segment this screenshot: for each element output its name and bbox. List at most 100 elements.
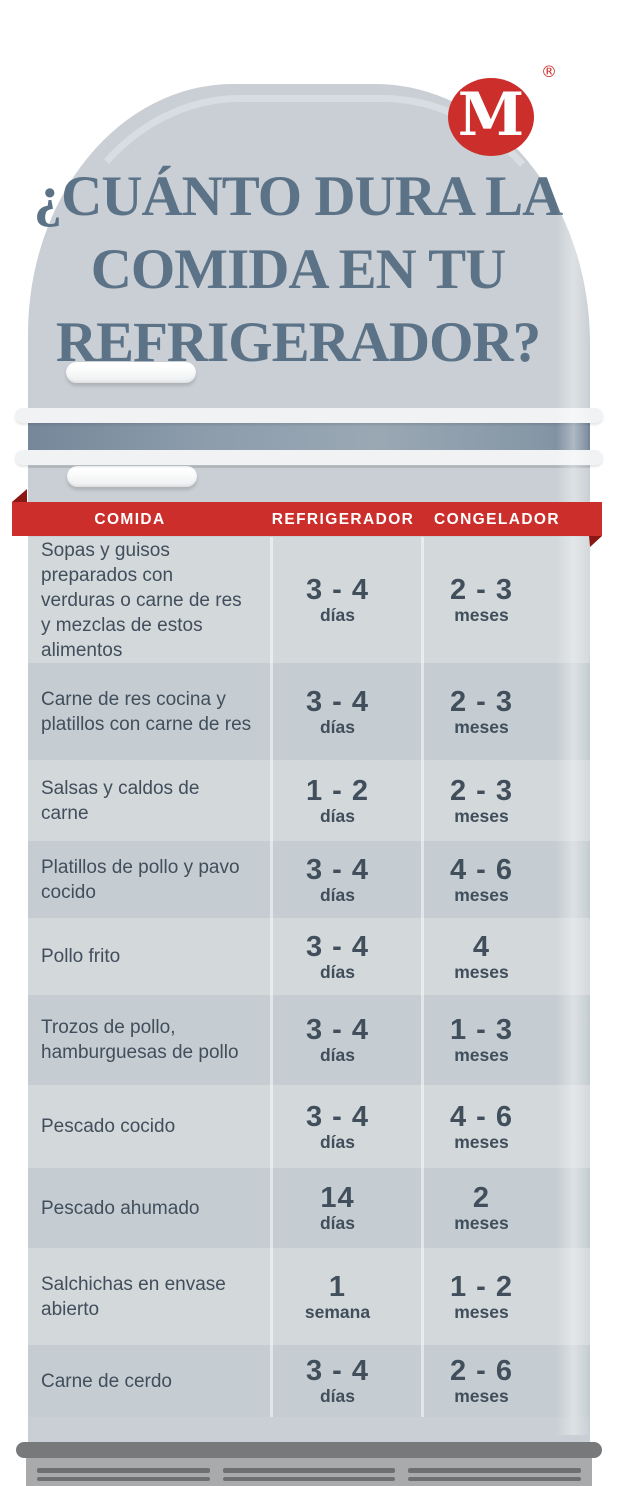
duration-unit: días	[319, 1045, 356, 1065]
food-cell: Pollo frito	[41, 946, 121, 967]
freezer-cell: 1 - 2 meses	[421, 1248, 590, 1345]
duration-value: 3 - 4	[305, 930, 370, 963]
vent-line	[37, 1468, 210, 1473]
table-row: Salsas y caldos de carne 1 - 2 días 2 - …	[28, 760, 590, 841]
refrigerator-cell: 14 días	[270, 1168, 421, 1248]
vent-line	[408, 1476, 582, 1481]
vent-line	[408, 1468, 582, 1473]
duration-value: 3 - 4	[305, 1355, 370, 1387]
duration-value: 1 - 2	[449, 1270, 514, 1303]
duration-unit: días	[319, 716, 356, 737]
duration-unit: meses	[454, 1301, 509, 1322]
freezer-cell: 4 meses	[421, 918, 590, 995]
freezer-cell: 1 - 3 meses	[421, 995, 590, 1085]
registered-trademark-icon: ®	[541, 62, 557, 81]
duration-unit: meses	[454, 961, 509, 982]
table-row: Pescado ahumado 14 días 2 meses	[28, 1168, 590, 1248]
vent-line	[37, 1476, 210, 1481]
column-separator	[270, 537, 273, 1417]
food-cell: Sopas y guisos preparados con verduras o…	[41, 539, 242, 661]
duration-unit: meses	[454, 716, 509, 737]
vent-line	[222, 1468, 396, 1473]
refrigerator-cell: 3 - 4 días	[270, 537, 421, 663]
duration-value: 4 - 6	[449, 1100, 514, 1133]
duration-value: 2 - 3	[449, 685, 514, 718]
refrigerator-cell: 3 - 4 días	[270, 995, 421, 1085]
duration-unit: semana	[304, 1301, 371, 1322]
ribbon-fold-left	[12, 489, 27, 502]
refrigerator-cell: 1 semana	[270, 1248, 421, 1345]
divider-trim-bottom	[15, 450, 603, 465]
ribbon-fold-right	[589, 536, 602, 547]
food-storage-table: Sopas y guisos preparados con verduras o…	[28, 537, 590, 1417]
duration-value: 1 - 3	[449, 1014, 514, 1046]
table-row: Carne de cerdo 3 - 4 días 2 - 6 meses	[28, 1345, 590, 1417]
freezer-cell: 2 - 3 meses	[421, 537, 590, 663]
duration-unit: meses	[454, 805, 509, 826]
freezer-handle	[66, 362, 196, 383]
table-row: Trozos de pollo, hamburguesas de pollo 3…	[28, 995, 590, 1085]
duration-unit: meses	[454, 1213, 509, 1233]
table-row: Salchichas en envase abierto 1 semana 1 …	[28, 1248, 590, 1345]
vent-group	[408, 1468, 582, 1486]
vent-line	[222, 1476, 396, 1481]
table-row: Platillos de pollo y pavo cocido 3 - 4 d…	[28, 841, 590, 918]
column-header-refrigerador: REFRIGERADOR	[271, 511, 415, 528]
duration-value: 1 - 2	[305, 774, 370, 807]
duration-value: 2	[472, 1182, 491, 1214]
food-cell: Pescado ahumado	[41, 1197, 200, 1219]
fridge-kickplate-bar	[16, 1442, 602, 1458]
duration-value: 1	[328, 1270, 347, 1303]
freezer-cell: 2 - 3 meses	[421, 663, 590, 760]
freezer-cell: 4 - 6 meses	[421, 1085, 590, 1168]
duration-unit: días	[319, 884, 356, 905]
table-row: Pescado cocido 3 - 4 días 4 - 6 meses	[28, 1085, 590, 1168]
duration-unit: días	[319, 1131, 356, 1152]
duration-value: 3 - 4	[305, 1014, 370, 1046]
duration-unit: meses	[454, 1045, 509, 1065]
door-seam	[28, 466, 590, 468]
food-cell: Trozos de pollo, hamburguesas de pollo	[41, 1017, 239, 1063]
duration-value: 3 - 4	[305, 685, 370, 718]
fridge-base-vent	[26, 1456, 592, 1486]
duration-value: 4 - 6	[449, 853, 514, 886]
duration-unit: días	[319, 961, 356, 982]
brand-logo-letter: M	[457, 80, 525, 150]
column-header-comida: COMIDA	[94, 511, 166, 528]
duration-unit: días	[319, 605, 356, 625]
brand-logo: M	[448, 78, 534, 156]
refrigerator-cell: 3 - 4 días	[270, 841, 421, 918]
refrigerator-cell: 3 - 4 días	[270, 663, 421, 760]
duration-unit: meses	[454, 884, 509, 905]
vent-group	[222, 1468, 396, 1486]
duration-unit: días	[319, 805, 356, 826]
food-cell: Salchichas en envase abierto	[41, 1273, 226, 1320]
duration-value: 3 - 4	[305, 1100, 370, 1133]
duration-unit: meses	[454, 1131, 509, 1152]
divider-steel-band	[28, 421, 590, 452]
freezer-cell: 2 - 6 meses	[421, 1345, 590, 1417]
duration-unit: días	[319, 1386, 356, 1406]
food-cell: Carne de res cocina y platillos con carn…	[41, 688, 252, 735]
column-separator	[421, 537, 424, 1417]
duration-unit: meses	[454, 605, 509, 625]
duration-value: 2 - 6	[449, 1355, 514, 1387]
food-cell: Salsas y caldos de carne	[41, 777, 200, 824]
table-row: Sopas y guisos preparados con verduras o…	[28, 537, 590, 663]
table-row: Carne de res cocina y platillos con carn…	[28, 663, 590, 760]
table-row: Pollo frito 3 - 4 días 4 meses	[28, 918, 590, 995]
freezer-cell: 2 - 3 meses	[421, 760, 590, 841]
page-title: ¿CUÁNTO DURA LA COMIDA EN TU REFRIGERADO…	[33, 165, 564, 374]
duration-unit: meses	[454, 1386, 509, 1406]
duration-value: 4	[472, 930, 491, 963]
food-cell: Platillos de pollo y pavo cocido	[41, 856, 240, 903]
freezer-cell: 4 - 6 meses	[421, 841, 590, 918]
duration-value: 2 - 3	[449, 574, 514, 606]
food-cell: Carne de cerdo	[41, 1370, 172, 1392]
refrigerator-cell: 3 - 4 días	[270, 1345, 421, 1417]
duration-value: 14	[320, 1182, 355, 1214]
refrigerator-cell: 1 - 2 días	[270, 760, 421, 841]
divider-trim-top	[15, 408, 603, 423]
freezer-cell: 2 meses	[421, 1168, 590, 1248]
column-header-congelador: CONGELADOR	[434, 511, 560, 528]
